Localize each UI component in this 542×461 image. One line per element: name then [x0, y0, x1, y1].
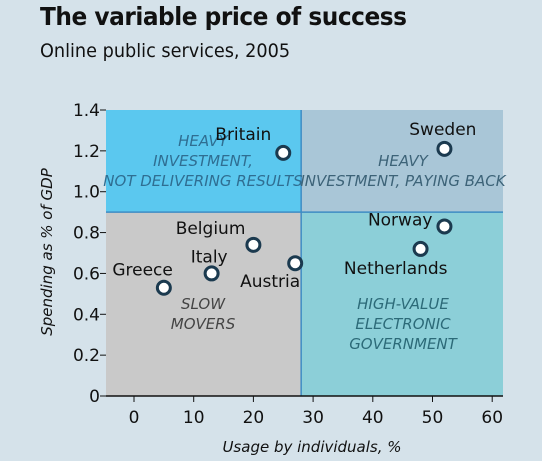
- data-label-belgium: Belgium: [176, 219, 246, 239]
- y-tick-label: 0: [89, 387, 100, 407]
- y-tick-label: 1.4: [73, 101, 100, 121]
- y-axis-label: Spending as % of GDP: [38, 167, 56, 335]
- quadrant-top-right: [301, 110, 503, 213]
- x-axis-label: Usage by individuals, %: [222, 438, 401, 456]
- y-tick-label: 0.4: [73, 305, 100, 325]
- data-point-netherlands: [412, 240, 429, 257]
- data-label-norway: Norway: [368, 210, 433, 230]
- quadrant-label-bottom-left: SLOW: [181, 295, 226, 313]
- x-tick-label: 60: [481, 408, 503, 428]
- data-label-austria: Austria: [240, 272, 300, 292]
- data-label-italy: Italy: [191, 247, 228, 267]
- data-point-britain: [275, 144, 292, 161]
- x-tick-label: 30: [302, 408, 324, 428]
- quadrant-label-top-left: HEAVY: [178, 132, 230, 150]
- x-tick-label: 0: [129, 408, 140, 428]
- quadrant-top-left: [106, 110, 302, 213]
- quadrant-label-bottom-right: ELECTRONIC: [355, 315, 451, 333]
- quadrant-bottom-left: [106, 212, 302, 396]
- quadrant-bottom-right: [301, 212, 503, 396]
- data-point-italy: [203, 265, 220, 282]
- x-tick-label: 50: [422, 408, 444, 428]
- chart-subtitle: Online public services, 2005: [40, 40, 291, 62]
- y-tick-label: 0.6: [73, 264, 100, 284]
- data-label-netherlands: Netherlands: [344, 259, 448, 279]
- data-label-britain: Britain: [215, 125, 271, 145]
- data-point-norway: [436, 218, 453, 235]
- quadrant-label-top-right: HEAVY: [378, 152, 430, 170]
- quadrant-label-bottom-left: MOVERS: [171, 315, 236, 333]
- quadrant-label-top-right: INVESTMENT, PAYING BACK: [300, 172, 506, 190]
- y-tick-label: 0.2: [73, 346, 100, 366]
- data-label-greece: Greece: [112, 261, 173, 281]
- x-tick-label: 10: [183, 408, 205, 428]
- y-tick-label: 1.2: [73, 142, 100, 162]
- quadrant-label-bottom-right: HIGH-VALUE: [357, 295, 449, 313]
- chart-title: The variable price of success: [40, 2, 407, 31]
- x-tick-label: 40: [362, 408, 384, 428]
- quadrant-label-top-left: NOT DELIVERING RESULTS: [103, 172, 303, 190]
- data-point-sweden: [436, 140, 453, 157]
- x-tick-label: 20: [243, 408, 265, 428]
- quadrant-label-bottom-right: GOVERNMENT: [349, 335, 458, 353]
- data-point-greece: [155, 279, 172, 296]
- data-label-sweden: Sweden: [409, 120, 476, 140]
- data-point-austria: [287, 255, 304, 272]
- data-point-belgium: [245, 236, 262, 253]
- y-tick-label: 0.8: [73, 224, 100, 244]
- y-tick-label: 1.0: [73, 183, 100, 203]
- quadrant-label-top-left: INVESTMENT,: [153, 152, 253, 170]
